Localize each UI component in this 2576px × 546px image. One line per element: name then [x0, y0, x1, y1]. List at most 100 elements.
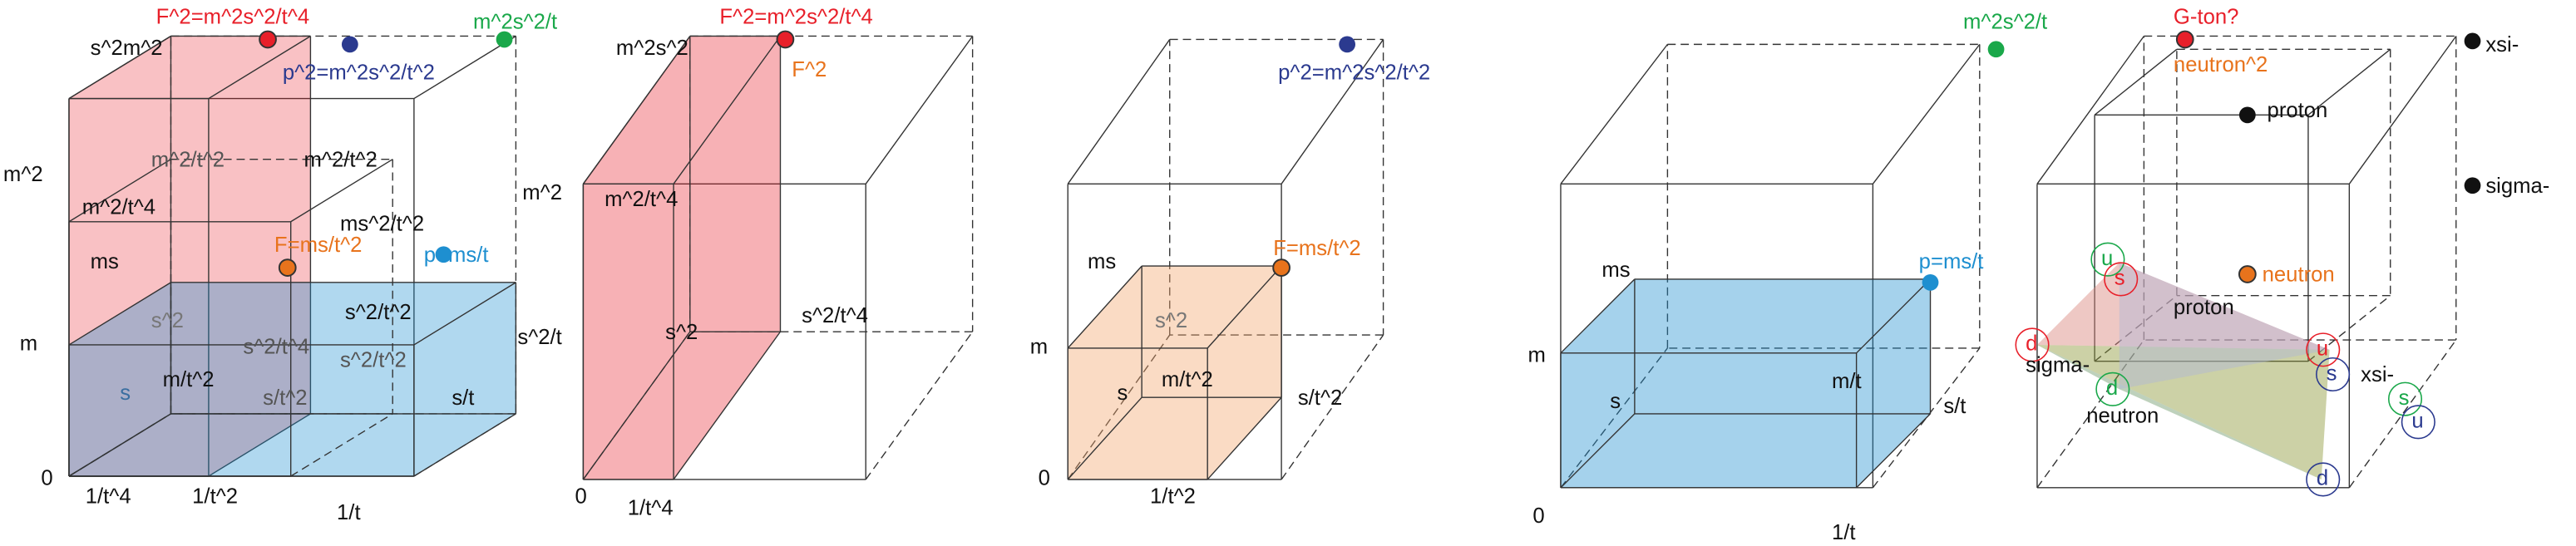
axis-label: neutron: [2263, 263, 2335, 287]
box-edge: [1067, 334, 1171, 480]
box-edge: [68, 35, 171, 100]
axis-label: s^2/t: [517, 326, 561, 349]
axis-label: 0: [1039, 467, 1050, 490]
box-edge: [1207, 396, 1282, 480]
axis-label: s/t: [452, 386, 474, 410]
axis-label: s^2: [151, 309, 184, 332]
box-edge: [1067, 265, 1142, 349]
box-edge: [1207, 265, 1282, 349]
box-edge: [68, 159, 171, 223]
box-face: [583, 184, 674, 480]
box-edge: [582, 36, 691, 184]
box-edge: [1560, 413, 1636, 489]
axis-label: sigma-: [2485, 175, 2549, 198]
axis-label: proton: [2174, 296, 2234, 319]
box-face: [208, 36, 311, 477]
axis-label: 1/t^4: [628, 496, 674, 519]
box-face: [1207, 266, 1282, 480]
axis-label: s: [120, 381, 131, 405]
quark-label: u: [2411, 410, 2423, 433]
axis-label: m/t^2: [1162, 368, 1213, 391]
axis-label: ms: [1601, 258, 1630, 282]
quark-label: s: [2115, 267, 2125, 290]
axis-label: m^2/t^4: [605, 188, 678, 211]
box-edge: [2094, 295, 2178, 362]
quark-ring: [2306, 332, 2341, 367]
box-edge: [865, 36, 974, 184]
point-dot: [2175, 30, 2194, 49]
box-edge: [1872, 347, 1981, 489]
axis-label: m^2s^2: [616, 37, 688, 60]
box-face: [583, 36, 781, 184]
box-face: [68, 36, 311, 99]
box-edge: [2307, 295, 2391, 362]
box-face: [1068, 347, 1208, 480]
axis-label: m^2: [522, 181, 562, 204]
quark-ring: [2401, 405, 2435, 440]
axis-label: m/t: [1832, 370, 1862, 393]
axis-label: m^2/t^2: [304, 148, 378, 171]
quark-ring: [2306, 462, 2341, 497]
point-dot: [1272, 258, 1290, 277]
quark-triangle: [2036, 344, 2330, 480]
point-dot: [2238, 265, 2257, 283]
box-edge: [1560, 347, 1668, 489]
box-edge: [1560, 43, 1668, 184]
axis-label: xsi-: [2361, 363, 2394, 386]
box-edge: [1856, 278, 1932, 354]
point-dot: [1922, 273, 1939, 291]
axis-label: s^2/t^4: [802, 304, 868, 327]
axis-label: sigma-: [2026, 353, 2090, 376]
axis-label: s: [1118, 381, 1128, 405]
axis-label: s^2/t^4: [243, 336, 309, 359]
box-edge: [1856, 413, 1932, 489]
box-face: [413, 282, 516, 477]
axis-label: neutron^2: [2174, 53, 2268, 76]
axis-label: p^2=m^2s^2/t^2: [283, 61, 435, 85]
quark-label: s: [2399, 386, 2410, 410]
axis-label: 1/t: [1832, 521, 1856, 544]
quark-label: s: [2327, 362, 2337, 385]
quark-ring: [2095, 371, 2130, 406]
box-edge: [2348, 339, 2457, 489]
point-dot: [259, 30, 277, 49]
box-edge: [2036, 339, 2144, 489]
box-edge: [68, 413, 171, 477]
axis-label: m^2s^2/t: [473, 10, 557, 33]
box-face: [68, 98, 209, 477]
point-dot: [278, 258, 297, 277]
axis-label: neutron: [2086, 405, 2159, 428]
point-dot: [2238, 106, 2256, 124]
box-edge: [1281, 39, 1384, 184]
axis-label: m^2/t^4: [82, 196, 155, 219]
box-edge: [413, 282, 516, 346]
axis-label: m^2/t^2: [151, 148, 225, 171]
box-face: [1068, 266, 1282, 348]
quark-triangle: [2036, 263, 2330, 350]
axis-label: F=ms/t^2: [1273, 237, 1360, 260]
axis-label: s: [1610, 390, 1621, 413]
axis-label: G-ton?: [2174, 6, 2238, 29]
axis-label: 0: [41, 467, 52, 490]
axis-label: s/t^2: [263, 386, 307, 410]
box-edge: [865, 331, 974, 480]
box-edge: [208, 35, 311, 100]
axis-label: 0: [1532, 504, 1544, 528]
axis-label: s^2/t^2: [340, 348, 407, 371]
quark-ring: [2090, 242, 2125, 277]
axis-label: 1/t^2: [192, 485, 238, 508]
box-edge: [208, 413, 311, 477]
box-face: [1560, 278, 1931, 353]
axis-label: 1/t: [337, 501, 361, 524]
axis-label: s^2: [665, 321, 698, 344]
axis-label: s^2: [1155, 309, 1187, 332]
quark-ring: [2015, 327, 2050, 362]
quark-label: d: [2106, 376, 2118, 400]
quark-triangle: [2119, 263, 2330, 390]
box-edge: [2348, 36, 2457, 184]
axis-label: F^2=m^2s^2/t^4: [719, 6, 872, 29]
quark-label: u: [2101, 247, 2113, 270]
axis-label: p^2=m^2s^2/t^2: [1278, 61, 1430, 85]
point-dot: [2464, 177, 2481, 194]
